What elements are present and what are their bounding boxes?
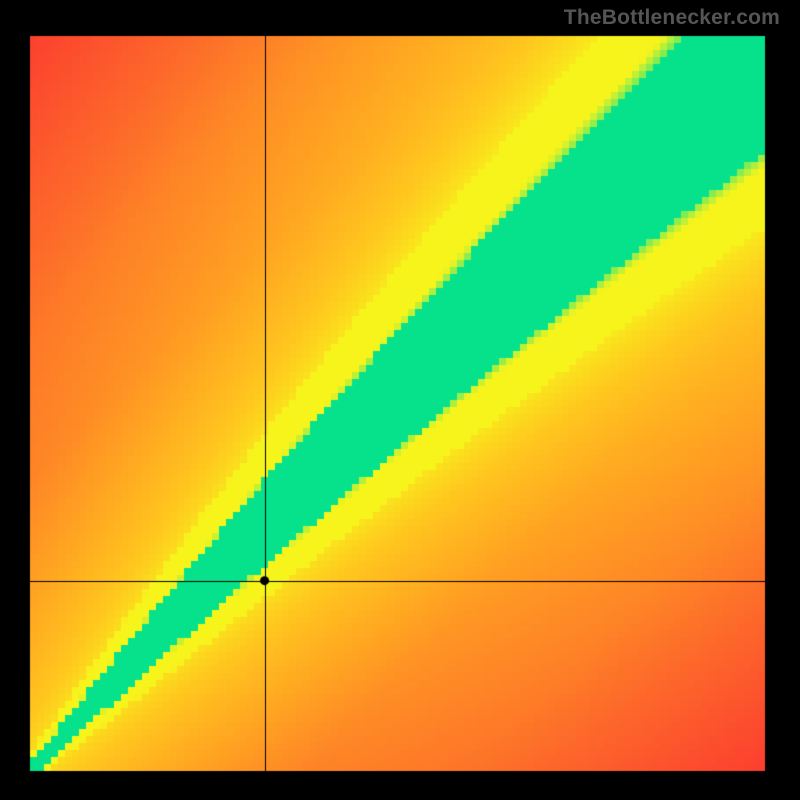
watermark-text: TheBottlenecker.com bbox=[564, 6, 780, 30]
bottleneck-heatmap bbox=[0, 0, 800, 800]
chart-container: { "watermark": { "text": "TheBottlenecke… bbox=[0, 0, 800, 800]
